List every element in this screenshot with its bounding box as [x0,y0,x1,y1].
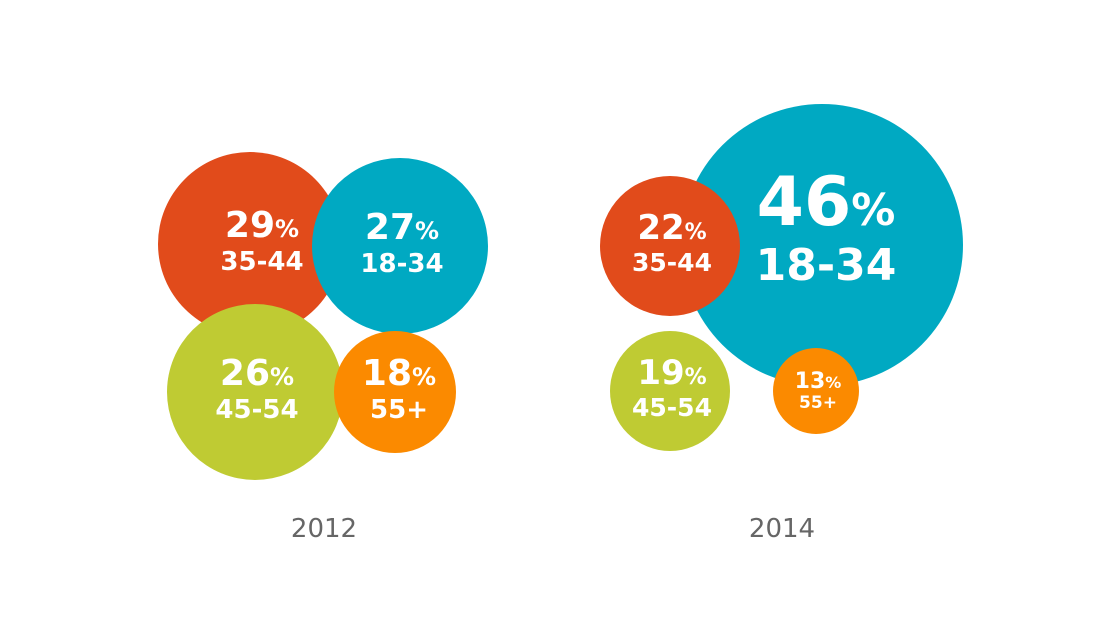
value-label-2012-35-44: 29% [225,205,299,246]
group-label-2014-35-44: 35-44 [632,248,712,277]
bubble-2014-18-34 [681,104,963,386]
bubble-2014-55plus [773,348,859,434]
value-label-2014-18-34: 46% [757,163,896,242]
group-label-2014-18-34: 18-34 [756,240,897,291]
value-label-2014-55plus: 13% [795,369,842,394]
value-number: 26 [220,353,270,394]
group-label-2014-45-54: 45-54 [632,393,712,422]
value-number: 19 [637,353,684,393]
value-number: 22 [637,208,684,248]
group-label-2012-55plus: 55+ [370,395,428,425]
percent-sign: % [270,363,294,391]
value-label-2012-55plus: 18% [362,353,436,394]
bubble-2012-45-54 [167,304,343,480]
value-number: 13 [795,369,826,394]
percent-sign: % [412,363,436,391]
bubble-2014-35-44 [600,176,740,316]
bubble-2014-45-54 [610,331,730,451]
bubble-2012-55plus [334,331,456,453]
group-label-2012-18-34: 18-34 [360,249,443,279]
value-label-2014-35-44: 22% [637,208,706,248]
group-label-2012-35-44: 35-44 [220,247,303,277]
percent-sign: % [685,365,707,390]
value-label-2012-45-54: 26% [220,353,294,394]
value-number: 46 [757,163,852,242]
percent-sign: % [851,185,895,236]
percent-sign: % [415,217,439,245]
bubble-2012-35-44 [158,152,342,336]
year-label-2012: 2012 [291,514,357,544]
year-label-2014: 2014 [749,514,815,544]
value-number: 18 [362,353,412,394]
bubble-2012-18-34 [312,158,488,334]
percent-sign: % [825,373,841,392]
value-number: 27 [365,207,415,248]
percent-sign: % [275,215,299,243]
value-label-2012-18-34: 27% [365,207,439,248]
group-label-2012-45-54: 45-54 [215,395,298,425]
group-label-2014-55plus: 55+ [799,393,837,413]
value-number: 29 [225,205,275,246]
value-label-2014-45-54: 19% [637,353,706,393]
percent-sign: % [685,220,707,245]
